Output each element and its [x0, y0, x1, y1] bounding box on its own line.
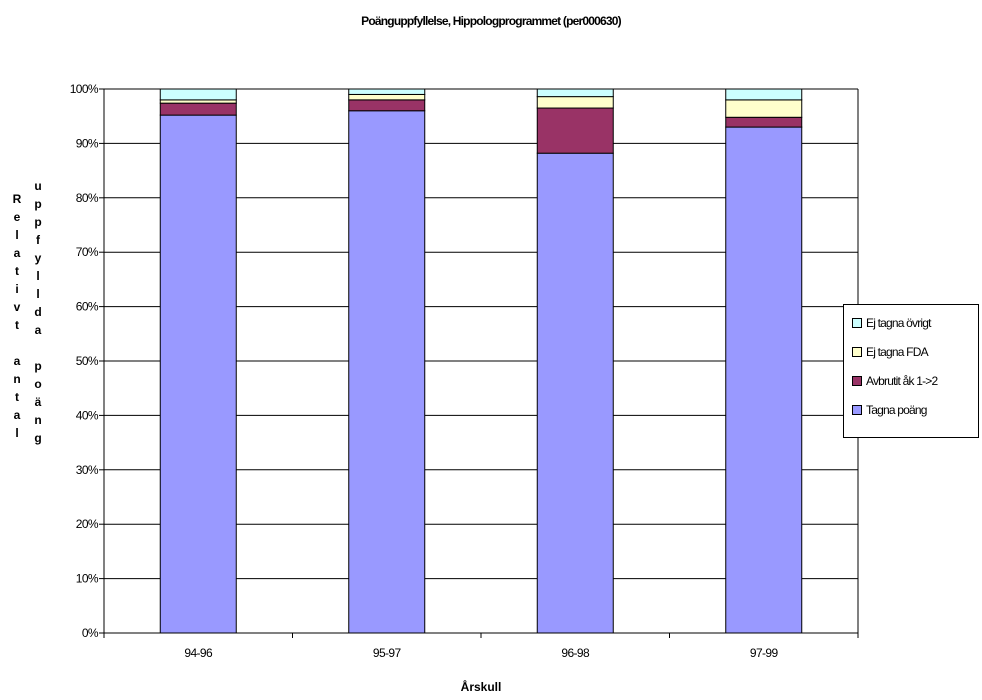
x-tick-label: 96-98	[561, 646, 590, 660]
bar-segment	[159, 114, 237, 634]
y-tick-label: 70%	[76, 245, 99, 259]
x-tick-label: 94-96	[184, 646, 213, 660]
bar-segment	[536, 88, 614, 98]
bar-segment	[725, 126, 803, 634]
bar-segment	[348, 99, 426, 112]
bar-segment	[536, 107, 614, 154]
legend-swatch	[852, 405, 862, 415]
bar-segment	[159, 88, 237, 101]
legend-item: Avbrutit åk 1->2	[852, 373, 938, 389]
y-tick-label: 90%	[76, 136, 99, 150]
y-tick-label: 100%	[70, 82, 99, 96]
bar-segment	[536, 152, 614, 634]
bar-segment	[348, 93, 426, 101]
y-tick-label: 20%	[76, 517, 99, 531]
y-tick-label: 10%	[76, 572, 99, 586]
bar-segment	[536, 96, 614, 109]
y-tick-label: 60%	[76, 300, 99, 314]
legend-label: Ej tagna övrigt	[866, 316, 932, 330]
bar-segment	[725, 116, 803, 128]
bar-segment	[725, 88, 803, 101]
bar-segment	[725, 99, 803, 118]
x-tick-label: 97-99	[750, 646, 779, 660]
legend-label: Avbrutit åk 1->2	[866, 374, 938, 388]
legend-swatch	[852, 347, 862, 357]
x-axis-title: Årskull	[461, 679, 502, 694]
bar-segment	[348, 88, 426, 95]
bar-segment	[159, 102, 237, 116]
legend-label: Tagna poäng	[866, 403, 927, 417]
legend-item: Ej tagna övrigt	[852, 315, 932, 331]
legend-item: Tagna poäng	[852, 402, 927, 418]
y-tick-label: 80%	[76, 191, 99, 205]
y-tick-label: 30%	[76, 463, 99, 477]
legend-label: Ej tagna FDA	[866, 345, 929, 359]
y-tick-label: 0%	[82, 626, 99, 640]
legend-swatch	[852, 376, 862, 386]
y-tick-label: 50%	[76, 354, 99, 368]
x-tick-label: 95-97	[373, 646, 402, 660]
bar-segment	[348, 110, 426, 634]
legend-swatch	[852, 318, 862, 328]
legend-item: Ej tagna FDA	[852, 344, 929, 360]
chart-legend: Ej tagna övrigt Ej tagna FDA Avbrutit åk 1…	[843, 304, 979, 438]
chart-title: Poänguppfyllelse, Hippologprogrammet (pe…	[361, 14, 621, 28]
y-tick-label: 40%	[76, 408, 99, 422]
